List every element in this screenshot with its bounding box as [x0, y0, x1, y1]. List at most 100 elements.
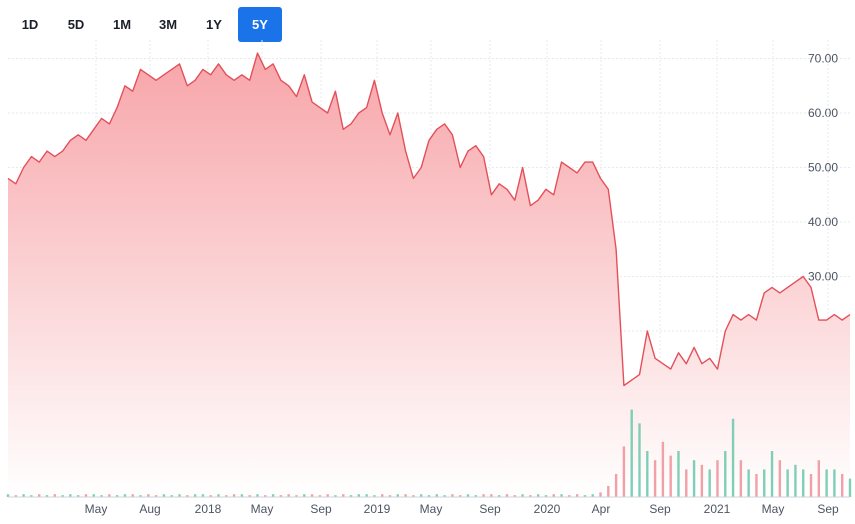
volume-bar [708, 469, 711, 497]
x-tick-label: Sep [479, 502, 501, 516]
volume-bar [217, 494, 220, 497]
volume-bar [209, 495, 212, 497]
volume-bar [443, 495, 446, 497]
range-tab-5y[interactable]: 5Y [238, 7, 282, 42]
price-area [8, 53, 850, 497]
volume-bar [575, 494, 579, 497]
volume-bar [841, 474, 844, 497]
volume-bar [685, 469, 688, 497]
volume-bar [334, 495, 337, 497]
volume-bar [778, 460, 782, 497]
volume-bar [264, 495, 267, 497]
volume-bar [458, 495, 462, 497]
y-tick-label: 50.00 [808, 161, 838, 175]
x-tick-label: 2020 [534, 502, 561, 516]
volume-bar [256, 494, 259, 497]
volume-bar [848, 478, 852, 497]
volume-bar [739, 460, 743, 497]
volume-bar [677, 451, 680, 497]
x-tick-label: May [762, 502, 785, 516]
volume-bar [131, 494, 134, 497]
volume-bar [614, 474, 618, 497]
volume-bar [622, 446, 626, 497]
volume-bar [568, 495, 571, 497]
volume-bar [716, 460, 719, 497]
volume-bar [326, 494, 329, 497]
volume-bar [6, 494, 10, 497]
volume-bar [357, 494, 361, 497]
volume-bar [802, 469, 805, 497]
volume-bar [240, 494, 244, 497]
range-tab-1d[interactable]: 1D [21, 17, 39, 32]
volume-bar [186, 495, 189, 497]
volume-bar [279, 495, 283, 497]
volume-bar [692, 460, 696, 497]
volume-bar [388, 495, 392, 497]
volume-bar [287, 494, 290, 497]
volume-bar [162, 494, 166, 497]
volume-bar [22, 494, 25, 497]
volume-bar [92, 494, 95, 497]
volume-bar [318, 495, 322, 497]
volume-bar [770, 451, 774, 497]
volume-bar [521, 494, 524, 497]
volume-bar [53, 494, 56, 497]
volume-bar [123, 494, 127, 497]
x-tick-label: 2019 [364, 502, 391, 516]
volume-bar [295, 495, 298, 497]
volume-bar [61, 495, 64, 497]
volume-bar [763, 469, 766, 497]
volume-bar [536, 494, 540, 497]
volume-bar [381, 494, 384, 497]
volume-bar [653, 460, 657, 497]
x-tick-label: 2018 [195, 502, 222, 516]
volume-bar [100, 495, 103, 497]
y-tick-label: 60.00 [808, 106, 838, 120]
volume-bar [365, 494, 368, 497]
volume-bar [669, 455, 672, 497]
volume-bar [248, 495, 251, 497]
volume-bar [45, 495, 49, 497]
volume-bar [201, 494, 205, 497]
volume-bar [139, 495, 142, 497]
x-tick-label: Sep [649, 502, 671, 516]
x-tick-label: Sep [817, 502, 839, 516]
volume-bar [544, 495, 548, 497]
x-tick-label: Aug [139, 502, 160, 516]
volume-bar [607, 485, 610, 497]
volume-bar [69, 494, 72, 497]
volume-bar [84, 494, 88, 497]
volume-bar [115, 495, 119, 497]
volume-bar [451, 494, 454, 497]
volume-bar [396, 494, 400, 497]
volume-bar [310, 494, 314, 497]
volume-bar [76, 495, 80, 497]
volume-bar [513, 495, 516, 497]
volume-bar [427, 495, 431, 497]
x-tick-label: May [251, 502, 274, 516]
volume-bar [108, 494, 111, 497]
volume-bar [474, 495, 477, 497]
volume-bar [583, 495, 587, 497]
x-tick-label: 2021 [704, 502, 731, 516]
range-tab-5d[interactable]: 5D [67, 17, 85, 32]
range-tab-1y[interactable]: 1Y [206, 17, 222, 32]
x-tick-label: Apr [592, 502, 611, 516]
volume-bar [646, 451, 649, 497]
range-tab-3m[interactable]: 3M [158, 17, 178, 32]
volume-bar [193, 494, 197, 497]
x-tick-label: May [85, 502, 108, 516]
volume-bar [794, 464, 797, 497]
volume-bar [170, 495, 173, 497]
volume-bar [638, 423, 641, 497]
volume-bar [755, 474, 758, 497]
volume-bar [700, 464, 704, 497]
volume-bar [482, 494, 485, 497]
volume-bar [271, 494, 275, 497]
y-tick-label: 30.00 [808, 270, 838, 284]
range-tab-1m[interactable]: 1M [112, 17, 132, 32]
volume-bar [786, 469, 789, 497]
y-tick-label: 40.00 [808, 215, 838, 229]
volume-bar [661, 441, 665, 497]
